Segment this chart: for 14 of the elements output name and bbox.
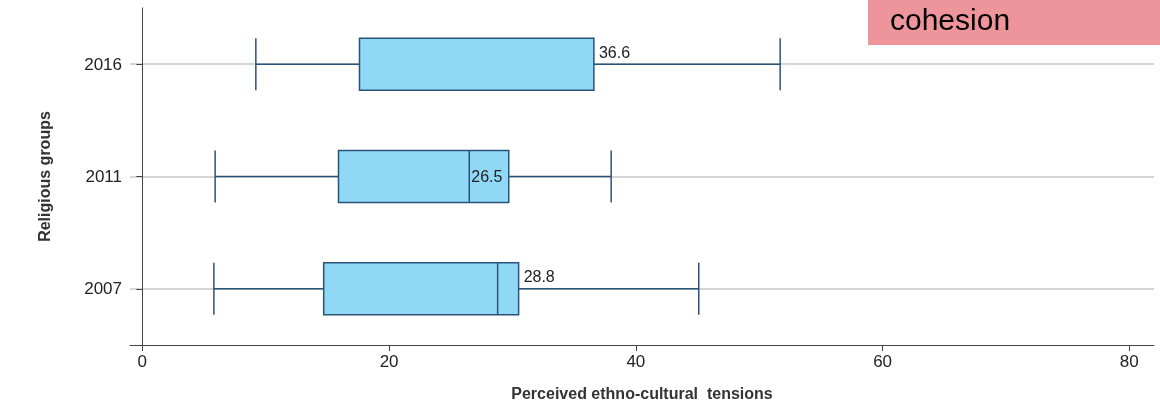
- y-tick-label: 2007: [84, 279, 122, 299]
- x-tick-label: 80: [1119, 352, 1139, 371]
- x-tick-label: 20: [379, 352, 399, 371]
- y-tick-label: 2011: [85, 167, 122, 186]
- text: 28.8: [523, 268, 555, 286]
- text: 36.6: [598, 43, 631, 61]
- note-box: cohesion: [868, 0, 1160, 45]
- x-tick-label: 0: [137, 352, 148, 371]
- y-tick-label: 2016: [84, 54, 122, 74]
- x-axis-title: Perceived ethno-cultural tensions: [511, 384, 773, 402]
- y-axis-title: Religious groups: [35, 111, 53, 242]
- text: 26.5: [471, 168, 503, 185]
- x-tick-label: 60: [873, 352, 893, 371]
- x-tick-label: 40: [626, 352, 646, 371]
